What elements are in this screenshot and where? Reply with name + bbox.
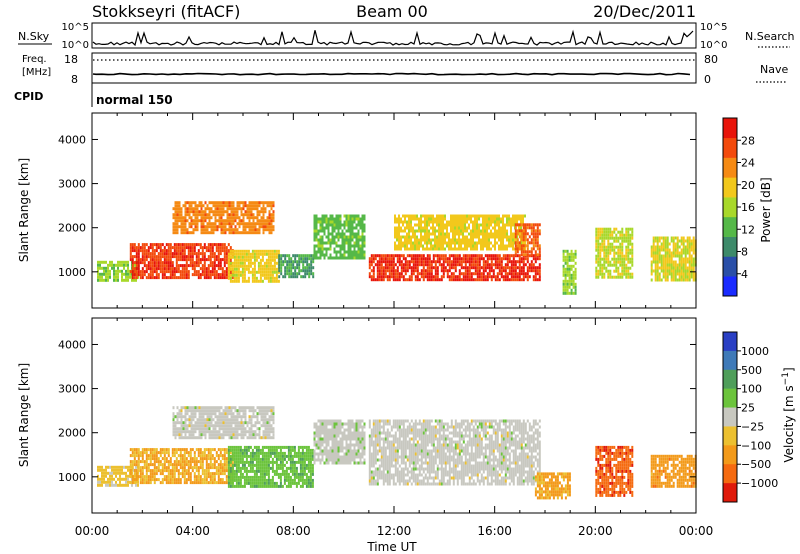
colorbar-tick-label: 1000	[741, 345, 769, 358]
colorbar-tick-label: −500	[741, 458, 771, 471]
colorbar-swatch	[723, 118, 737, 139]
nsky-tick-high: 10^5	[62, 22, 89, 33]
echo-region	[172, 406, 275, 440]
colorbar-tick-label: 100	[741, 383, 762, 396]
nsky-trace	[92, 29, 694, 47]
power-echo-layer	[97, 201, 697, 295]
freq-tick-high: 18	[64, 53, 78, 66]
colorbar-tick-label: 24	[741, 157, 755, 170]
y-tick-label: 4000	[58, 133, 86, 146]
colorbar-swatch	[723, 157, 737, 178]
cpid-label: CPID	[14, 90, 43, 103]
echo-region	[313, 419, 366, 465]
freq-panel-frame	[91, 52, 697, 84]
colorbar-swatch	[723, 407, 737, 427]
echo-region	[368, 254, 541, 282]
time-tick-label: 20:00	[578, 524, 613, 538]
time-tick-label: 04:00	[175, 524, 210, 538]
colorbar-tick-label: 20	[741, 179, 755, 192]
colorbar-tick-label: 4	[741, 268, 748, 281]
echo-region	[650, 454, 697, 488]
power-cbar-label: Power [dB]	[759, 177, 773, 242]
colorbar-tick-label: −25	[741, 420, 764, 433]
colorbar-tick-label: 500	[741, 364, 762, 377]
colorbar-swatch	[723, 483, 737, 503]
echo-region	[394, 214, 526, 251]
y-tick-label: 1000	[58, 266, 86, 279]
colorbar-tick-label: 25	[741, 402, 755, 415]
colorbar-swatch	[723, 332, 737, 352]
colorbar-swatch	[723, 369, 737, 389]
y-tick-label: 3000	[58, 178, 86, 191]
y-tick-label: 2000	[58, 222, 86, 235]
echo-region	[595, 445, 634, 497]
y-tick-label: 3000	[58, 383, 86, 396]
nsky-label: N.Sky	[18, 30, 50, 43]
colorbar-swatch	[723, 445, 737, 465]
nsky-panel-frame	[91, 22, 697, 49]
y-tick-label: 4000	[58, 338, 86, 351]
colorbar-swatch	[723, 388, 737, 408]
echo-region	[227, 445, 314, 488]
velocity-cbar-label: Velocity [m s−1]	[781, 367, 796, 462]
velocity-colorbar: 1000 500 100 25 −25 −100 −500 −1000	[722, 331, 778, 503]
y-tick-label: 2000	[58, 427, 86, 440]
colorbar-swatch	[723, 137, 737, 158]
colorbar-tick-label: 12	[741, 223, 755, 236]
power-ylabel: Slant Range [km]	[17, 158, 31, 262]
colorbar-swatch	[723, 256, 737, 277]
freq-trace	[92, 72, 691, 76]
echo-region	[172, 201, 275, 235]
time-tick-label: 00:00	[679, 524, 714, 538]
beam-title: Beam 00	[356, 2, 428, 21]
date-title: 20/Dec/2011	[593, 2, 696, 21]
echo-region	[129, 243, 234, 280]
echo-region	[368, 419, 541, 486]
velocity-echo-layer	[97, 406, 697, 500]
nsearch-tick-high: 10^5	[700, 22, 727, 33]
echo-region	[534, 472, 571, 500]
colorbar-swatch	[723, 197, 737, 218]
colorbar-swatch	[723, 216, 737, 237]
power-colorbar: 28 24 20 16 12 8 4	[722, 117, 755, 297]
echo-region	[514, 223, 541, 257]
nave-label: Nave	[760, 63, 788, 76]
colorbar-tick-label: −1000	[741, 477, 778, 490]
freq-label-2: [MHz]	[22, 67, 51, 78]
colorbar-tick-label: 8	[741, 246, 748, 259]
colorbar-swatch	[723, 236, 737, 257]
echo-region	[313, 214, 366, 260]
nsky-tick-low: 10^0	[62, 40, 89, 51]
nave-tick-high: 80	[704, 53, 718, 66]
echo-region	[650, 236, 697, 282]
station-title: Stokkseyri (fitACF)	[92, 2, 240, 21]
nave-tick-low: 0	[704, 73, 711, 86]
time-xlabel: Time UT	[366, 540, 417, 554]
colorbar-swatch	[723, 177, 737, 198]
y-tick-label: 1000	[58, 471, 86, 484]
colorbar-tick-label: 28	[741, 134, 755, 147]
time-tick-label: 00:00	[75, 524, 110, 538]
freq-tick-low: 8	[71, 73, 78, 86]
nsearch-label: N.Search	[745, 30, 795, 43]
time-tick-label: 08:00	[276, 524, 311, 538]
velocity-ylabel: Slant Range [km]	[17, 363, 31, 467]
colorbar-tick-label: 16	[741, 201, 755, 214]
echo-region	[562, 249, 577, 295]
echo-region	[278, 254, 315, 279]
colorbar-tick-label: −100	[741, 439, 771, 452]
colorbar-swatch	[723, 426, 737, 446]
echo-region	[595, 227, 634, 279]
echo-region	[129, 448, 234, 485]
nsearch-tick-low: 10^0	[700, 40, 727, 51]
freq-label-1: Freq.	[22, 54, 47, 65]
echo-region	[227, 249, 280, 283]
colorbar-swatch	[723, 276, 737, 297]
colorbar-swatch	[723, 464, 737, 484]
time-tick-label: 12:00	[377, 524, 412, 538]
colorbar-swatch	[723, 350, 737, 371]
time-tick-label: 16:00	[477, 524, 512, 538]
cpid-value: normal 150	[96, 93, 173, 107]
